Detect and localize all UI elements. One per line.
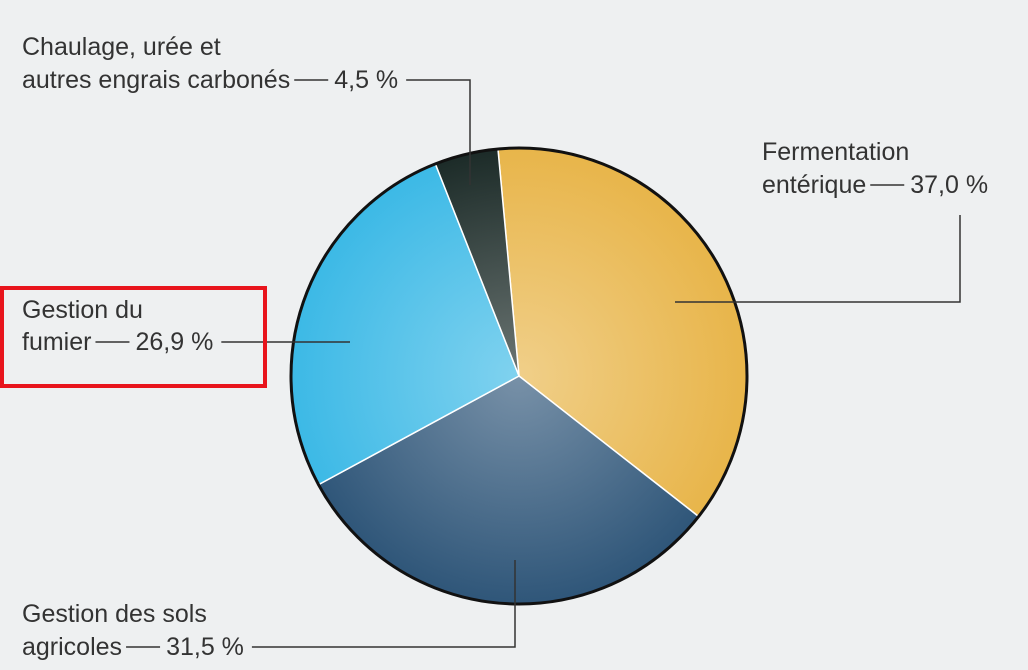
value-label: 26,9 %: [135, 328, 213, 356]
value-label: 31,5 %: [166, 633, 244, 661]
label-line: Gestion du: [22, 296, 143, 324]
label-line: Chaulage, urée et: [22, 33, 221, 61]
leader-line: [675, 215, 961, 303]
leader-line: [251, 560, 516, 648]
label-line: fumier: [22, 328, 91, 356]
value-label: 4,5 %: [334, 66, 398, 94]
value-label: 37,0 %: [910, 171, 988, 199]
labels: Fermentation entérique 37,0 % Gestion des s…: [22, 33, 988, 661]
pie: [289, 146, 749, 606]
highlight-box: [0, 286, 267, 388]
label-line: Gestion des sols: [22, 600, 207, 628]
leader-line: [406, 79, 471, 185]
label-line: entérique: [762, 171, 866, 199]
pie-outline: [289, 146, 749, 606]
label-line: autres engrais carbonés: [22, 66, 290, 94]
label-line: Fermentation: [762, 138, 909, 166]
label-line: agricoles: [22, 633, 122, 661]
